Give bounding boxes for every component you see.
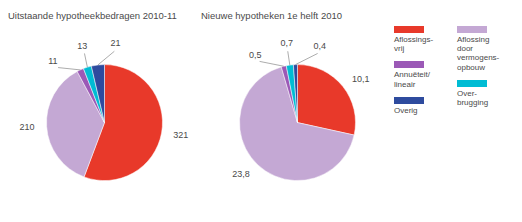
- html-text:brugging: brugging: [457, 97, 489, 107]
- svg-text:0,7: 0,7: [280, 38, 293, 48]
- html-text:Aflossings-: Aflossings-: [394, 35, 434, 44]
- html-text:vermogens-: vermogens-: [457, 53, 500, 63]
- svg-text:210: 210: [20, 122, 35, 132]
- html-text:opbouw: opbouw: [457, 62, 485, 72]
- svg-text:13: 13: [77, 41, 87, 51]
- svg-text:10,1: 10,1: [352, 74, 370, 84]
- html-text:door: door: [457, 44, 473, 54]
- html-text:Uitstaande hypotheekbedragen 2: Uitstaande hypotheekbedragen 2010-11: [8, 10, 177, 21]
- html-text:Aflossing: Aflossing: [457, 35, 490, 44]
- svg-text:0,5: 0,5: [249, 50, 262, 60]
- svg-text:21: 21: [110, 38, 120, 48]
- svg-text:23,8: 23,8: [232, 169, 250, 179]
- html-text:vrij: vrij: [394, 44, 405, 54]
- html-text:lineair: lineair: [394, 79, 416, 89]
- html-text:Overig: Overig: [394, 105, 418, 115]
- html-text:Annuëteit/: Annuëteit/: [394, 70, 430, 80]
- svg-text:11: 11: [48, 56, 57, 66]
- svg-text:0,4: 0,4: [314, 41, 327, 51]
- html-text:Nieuwe hypotheken 1e helft 201: Nieuwe hypotheken 1e helft 2010: [201, 10, 342, 21]
- html-text:Over-: Over-: [457, 88, 477, 98]
- svg-text:321: 321: [173, 130, 188, 140]
